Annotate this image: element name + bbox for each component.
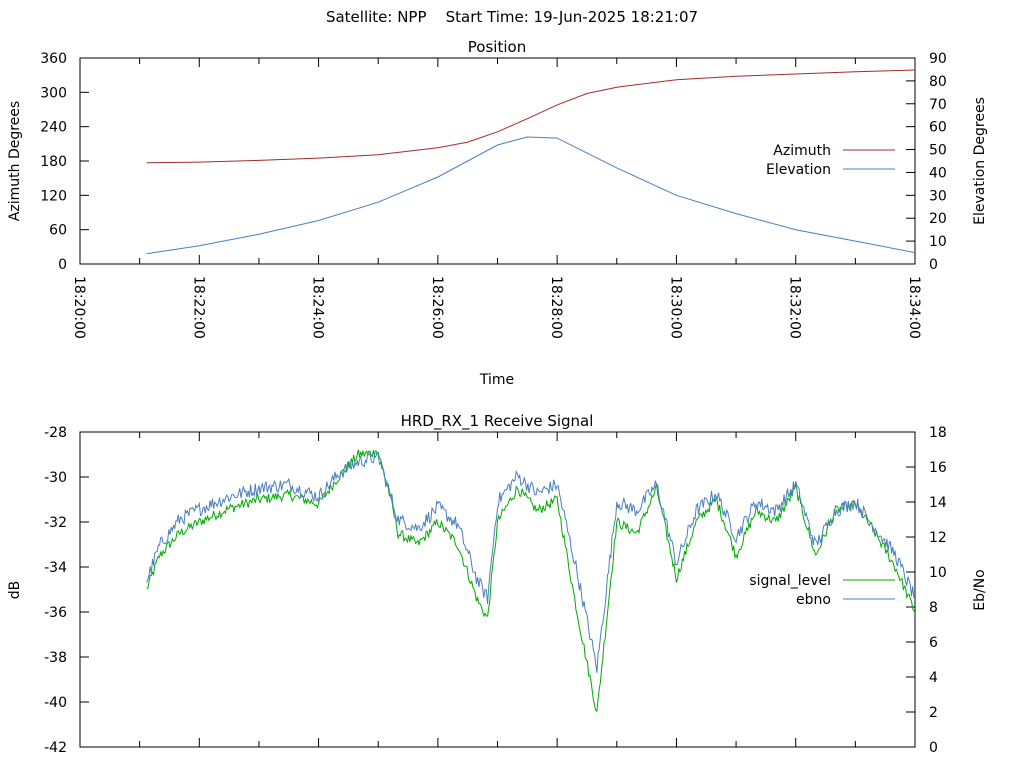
figure-title: Satellite: NPP Start Time: 19-Jun-2025 1… (326, 8, 698, 26)
position-y-tick-label: 360 (40, 51, 67, 67)
position-x-tick-label: 18:24:00 (310, 276, 326, 339)
position-plot-area: 18:20:00 18:22:00 18:24:00 18:26:00 18:28:00… (40, 51, 947, 339)
signal-plot-area: -42 -40 -38 -36 -34 -32 -30 -28 0 2 4 6 8 10 12 14 16 18 s… (44, 425, 947, 756)
position-y-tick-label: 120 (40, 188, 67, 204)
position-plot-frame (79, 57, 916, 265)
position-series-azimuth-line (146, 69, 916, 164)
signal-chart-title: HRD_RX_1 Receive Signal (401, 412, 594, 431)
signal-y2-tick-label: 4 (929, 670, 938, 686)
signal-y2-tick-label: 6 (929, 635, 938, 651)
signal-y2-axis-label: Eb/No (972, 569, 988, 611)
signal-y2-tick-label: 18 (929, 425, 947, 441)
signal-y-axis-label: dB (7, 581, 23, 600)
position-x-tick-label: 18:28:00 (548, 276, 564, 339)
position-x-tick-label: 18:32:00 (787, 276, 803, 339)
position-legend-label-elevation: Elevation (766, 162, 831, 178)
signal-y-tick-label: -30 (44, 470, 67, 486)
position-y2-tick-label: 30 (929, 188, 947, 204)
signal-y-tick-label: -32 (44, 515, 67, 531)
position-y2-tick-label: 70 (929, 97, 947, 113)
signal-plot-frame (79, 431, 916, 748)
position-legend-label-azimuth: Azimuth (773, 143, 831, 159)
signal-y-tick-label: -38 (44, 650, 67, 666)
position-x-tick-label: 18:30:00 (667, 276, 683, 339)
signal-legend-label-signal-level: signal_level (749, 573, 831, 589)
position-y-tick-label: 0 (58, 257, 67, 273)
signal-y2-tick-label: 10 (929, 565, 947, 581)
position-y2-tick-label: 50 (929, 143, 947, 159)
signal-y2-tick-label: 0 (929, 740, 938, 756)
signal-y2-tick-label: 2 (929, 705, 938, 721)
position-x-tick-label: 18:34:00 (906, 276, 922, 339)
position-y-tick-label: 240 (40, 120, 67, 136)
position-x-tick-label: 18:26:00 (429, 276, 445, 339)
signal-y-tick-label: -40 (44, 695, 67, 711)
position-y-tick-label: 60 (49, 223, 67, 239)
signal-y2-tick-label: 14 (929, 495, 947, 511)
position-series-elevation-line (146, 136, 916, 255)
position-y2-tick-label: 0 (929, 257, 938, 273)
position-y2-tick-label: 20 (929, 211, 947, 227)
position-y2-tick-label: 10 (929, 234, 947, 250)
position-y-tick-label: 300 (40, 85, 67, 101)
signal-y-tick-label: -42 (44, 740, 67, 756)
signal-y2-tick-label: 8 (929, 600, 938, 616)
signal-series-signal-level-line (146, 449, 916, 713)
position-y2-axis-label: Elevation Degrees (972, 97, 988, 225)
signal-y-tick-label: -34 (44, 560, 67, 576)
signal-series-ebno-line (146, 449, 916, 673)
position-y-axis-label: Azimuth Degrees (7, 101, 23, 221)
position-x-axis-label: Time (479, 372, 514, 388)
signal-legend-label-ebno: ebno (796, 592, 831, 608)
signal-y2-tick-label: 16 (929, 460, 947, 476)
position-y2-tick-label: 40 (929, 165, 947, 181)
position-chart-title: Position (468, 38, 526, 56)
signal-y-tick-label: -28 (44, 425, 67, 441)
position-y-tick-label: 180 (40, 154, 67, 170)
position-y2-tick-label: 90 (929, 51, 947, 67)
signal-y-tick-label: -36 (44, 605, 67, 621)
position-x-tick-label: 18:22:00 (190, 276, 206, 339)
signal-y2-tick-label: 12 (929, 530, 947, 546)
position-x-tick-label: 18:20:00 (71, 276, 87, 339)
position-y2-tick-label: 60 (929, 120, 947, 136)
position-y2-tick-label: 80 (929, 74, 947, 90)
